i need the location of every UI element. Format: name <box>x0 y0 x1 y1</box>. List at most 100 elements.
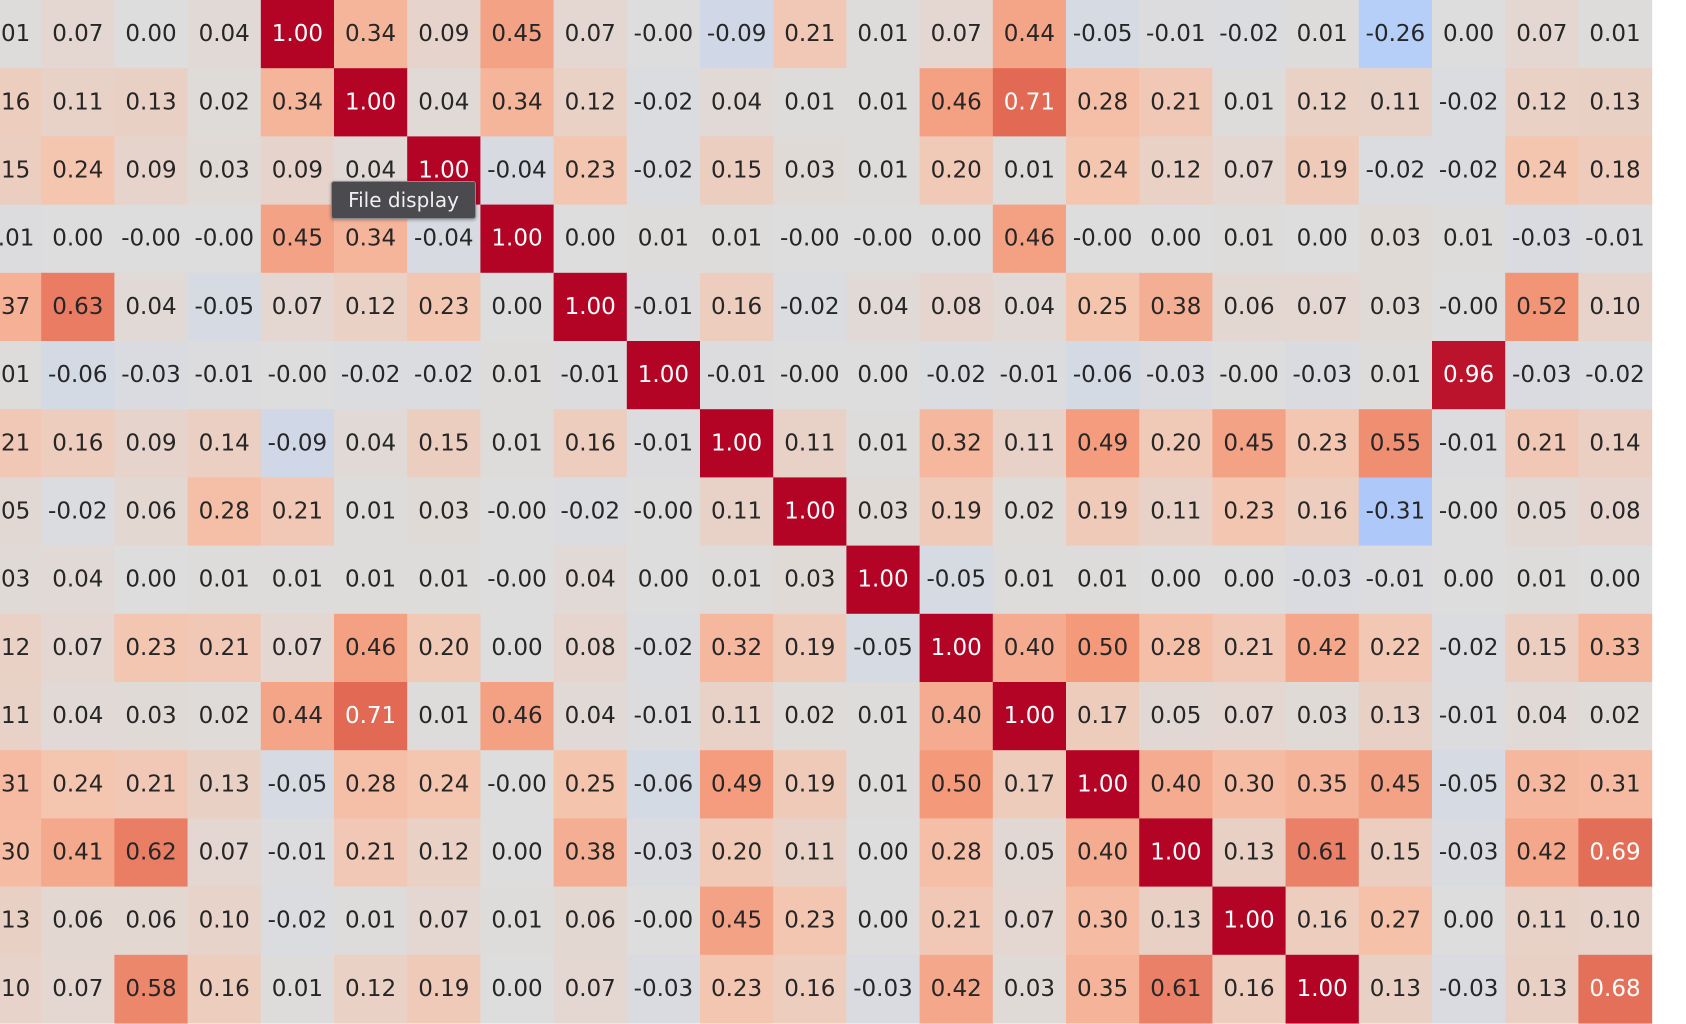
heatmap-cell-value: 0.02 <box>1589 703 1640 729</box>
heatmap-cell <box>773 204 847 274</box>
heatmap-cell-value: -0.03 <box>1512 362 1572 388</box>
heatmap-cell <box>260 204 335 274</box>
heatmap-cell-value: 0.01 <box>1223 226 1274 252</box>
heatmap-cell-value: 0.00 <box>1443 908 1494 934</box>
heatmap-cell <box>773 0 847 69</box>
heatmap-cell <box>1285 68 1360 137</box>
heatmap-cell-value: 0.07 <box>1223 703 1274 729</box>
heatmap-cell <box>1212 409 1287 478</box>
heatmap-cell-value: 0.01 <box>1589 21 1640 47</box>
heatmap-cell <box>553 204 628 274</box>
heatmap-cell-value: 0.03 <box>1297 703 1348 729</box>
heatmap-cell-value: -0.05 <box>194 294 254 320</box>
heatmap-cell <box>260 136 335 206</box>
heatmap-cell-value: 0.03 <box>784 158 835 184</box>
heatmap-cell-value: -0.02 <box>1585 362 1645 388</box>
heatmap-cell-value: 0.12 <box>418 840 469 866</box>
heatmap-cell-value: 0.11 <box>784 840 835 866</box>
heatmap-cell <box>260 0 335 69</box>
heatmap-cell <box>1578 272 1653 342</box>
heatmap-cell <box>919 204 994 274</box>
heatmap-cell <box>553 545 628 615</box>
heatmap-cell-value: 0.00 <box>491 294 542 320</box>
heatmap-cell <box>114 409 189 478</box>
heatmap-cell <box>1212 545 1287 615</box>
heatmap-cell <box>0 750 42 819</box>
heatmap-cell <box>114 272 189 342</box>
heatmap-cell-value: 0.21 <box>1150 89 1201 115</box>
heatmap-cell-value: -0.09 <box>268 430 328 456</box>
heatmap-cell-value: 0.00 <box>1443 567 1494 593</box>
heatmap-cell-value: 0.12 <box>565 89 616 115</box>
heatmap-cell-value: 0.00 <box>857 908 908 934</box>
heatmap-cell-value: 0.01 <box>784 89 835 115</box>
heatmap-cell-value: 0.06 <box>125 908 176 934</box>
heatmap-cell <box>114 613 189 683</box>
heatmap-cell <box>1432 886 1506 956</box>
heatmap-cell-value: 0.01 <box>1443 226 1494 252</box>
heatmap-cell <box>260 409 335 478</box>
heatmap-cell <box>919 818 994 888</box>
heatmap-cell-value: 0.01 <box>1516 567 1567 593</box>
heatmap-cell <box>553 750 628 819</box>
heatmap-cell-value: 0.01 <box>857 703 908 729</box>
heatmap-cell-value: 0.01 <box>345 567 396 593</box>
heatmap-cell-value: 0.21 <box>345 840 396 866</box>
heatmap-cell <box>1505 68 1579 137</box>
heatmap-cell-value: 0.00 <box>52 226 103 252</box>
heatmap-cell <box>1066 409 1140 478</box>
heatmap-cell <box>187 818 262 888</box>
heatmap-cell <box>1212 613 1287 683</box>
heatmap-cell <box>1358 68 1433 137</box>
heatmap-cell-value: 0.20 <box>931 158 982 184</box>
heatmap-cell-value: 1.00 <box>345 89 396 115</box>
heatmap-cell-value: -0.06 <box>1073 362 1133 388</box>
file-display-tooltip: File display <box>331 181 476 219</box>
heatmap-cell-value: 0.40 <box>1004 635 1055 661</box>
heatmap-cell <box>919 750 994 819</box>
heatmap-cell <box>1066 341 1140 410</box>
heatmap-cell <box>919 545 994 615</box>
heatmap-cell-value: 0.01 <box>857 158 908 184</box>
heatmap-cell <box>992 204 1067 274</box>
heatmap-cell <box>846 954 921 1024</box>
heatmap-cell-value: 0.12 <box>1516 89 1567 115</box>
heatmap-cell-value: 0.04 <box>345 430 396 456</box>
heatmap-cell <box>480 750 555 819</box>
heatmap-cell-value: -0.02 <box>1439 89 1499 115</box>
heatmap-cell-value: 0.03 <box>1004 976 1055 1002</box>
heatmap-cell-value: 0.06 <box>125 499 176 525</box>
heatmap-cell-value: 0.00 <box>1443 21 1494 47</box>
heatmap-cell <box>1212 0 1287 69</box>
heatmap-cell <box>992 136 1067 206</box>
heatmap-cell <box>0 477 42 547</box>
heatmap-cell <box>1212 136 1287 206</box>
heatmap-cell <box>1066 136 1140 206</box>
heatmap-cell-value: 0.15 <box>1516 635 1567 661</box>
heatmap-cell <box>1578 682 1653 751</box>
heatmap-cell <box>626 136 701 206</box>
heatmap-cell-value: 0.00 <box>491 635 542 661</box>
heatmap-cell <box>773 886 847 956</box>
heatmap-cell-value: 0.08 <box>565 635 616 661</box>
heatmap-cell-value: -0.06 <box>634 771 694 797</box>
heatmap-cell <box>114 204 189 274</box>
heatmap-cell <box>41 886 116 956</box>
heatmap-cell <box>41 613 116 683</box>
heatmap-cell <box>1285 545 1360 615</box>
heatmap-cell <box>919 613 994 683</box>
heatmap-cell-value: 0.25 <box>565 771 616 797</box>
heatmap-cell-value: -0.02 <box>414 362 474 388</box>
heatmap-cell-value: -0.00 <box>853 226 913 252</box>
heatmap-cell-value: 0.42 <box>931 976 982 1002</box>
heatmap-cell-value: 0.55 <box>1370 430 1421 456</box>
heatmap-cell-value: 0.34 <box>491 89 542 115</box>
heatmap-cell <box>553 68 628 137</box>
heatmap-cell <box>626 613 701 683</box>
heatmap-cell-value: -0.02 <box>341 362 401 388</box>
heatmap-cell <box>1432 341 1506 410</box>
heatmap-cell-value: 0.07 <box>418 908 469 934</box>
heatmap-cell-value: -0.03 <box>1292 567 1352 593</box>
heatmap-cell <box>919 136 994 206</box>
